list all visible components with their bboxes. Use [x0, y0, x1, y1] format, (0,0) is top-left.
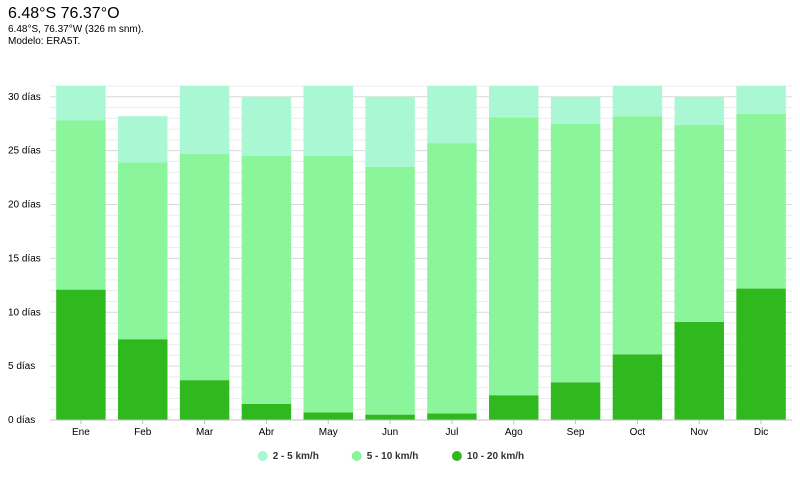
bar-segment: [179, 380, 230, 420]
y-tick-label: 30 días: [8, 92, 41, 103]
bar-segment: [427, 143, 477, 414]
bar-segment: [736, 114, 786, 289]
bars: [56, 86, 786, 420]
y-tick-label: 25 días: [8, 146, 41, 157]
legend-swatch: [351, 451, 362, 461]
bar-segment: [674, 96, 724, 125]
bar-segment: [56, 86, 106, 121]
y-tick-label: 15 días: [8, 253, 41, 264]
x-axis: Ene Feb Mar Abr May Jun Jul Ago Sep Oct Nov Dic: [50, 419, 792, 438]
legend-swatch: [257, 451, 268, 461]
bar-segment: [612, 86, 663, 117]
y-tick-label: 10 días: [8, 307, 41, 318]
legend: 2 - 5 km/h 5 - 10 km/h 10 - 20 km/h: [257, 451, 524, 462]
x-tick-label: May: [319, 427, 338, 438]
bar-segment: [736, 288, 786, 420]
chart-title: 6.48°S 76.37°O: [8, 5, 120, 22]
bar-segment: [550, 96, 601, 124]
x-tick-label: Abr: [259, 427, 275, 438]
bar-segment: [612, 116, 663, 355]
bar-segment: [179, 153, 230, 381]
location-subtitle: 6.48°S, 76.37°W (326 m snm).: [8, 24, 144, 35]
bar-segment: [56, 120, 106, 290]
legend-label[interactable]: 2 - 5 km/h: [273, 451, 319, 462]
x-tick-label: Ago: [505, 427, 523, 438]
grid-lines: [50, 85, 792, 421]
bar-segment: [303, 412, 353, 420]
bar-segment: [303, 156, 353, 413]
bar-segment: [365, 414, 415, 420]
bar-segment: [736, 86, 786, 115]
bar-segment: [118, 116, 168, 163]
y-tick-label: 5 días: [8, 361, 35, 372]
bar-segment: [303, 86, 353, 157]
x-tick-label: Nov: [690, 427, 708, 438]
bar-segment: [241, 403, 292, 420]
x-tick-label: Oct: [630, 427, 646, 438]
bar-segment: [612, 354, 663, 420]
bar-segment: [179, 86, 230, 154]
bar-segment: [118, 162, 168, 340]
bar-segment: [427, 413, 477, 420]
bar-segment: [241, 156, 292, 404]
y-tick-label: 0 días: [8, 415, 35, 426]
bar-segment: [241, 96, 292, 157]
bar-segment: [489, 86, 539, 118]
legend-label[interactable]: 5 - 10 km/h: [367, 451, 419, 462]
x-tick-label: Dic: [754, 427, 768, 438]
model-label: Modelo: ERA5T.: [8, 36, 81, 47]
legend-swatch: [451, 451, 462, 461]
bar-segment: [674, 124, 724, 322]
x-tick-label: Sep: [567, 427, 585, 438]
x-tick-label: Mar: [196, 427, 214, 438]
bar-segment: [674, 321, 724, 420]
x-tick-label: Feb: [134, 427, 152, 438]
x-tick-label: Ene: [72, 427, 90, 438]
bar-segment: [550, 382, 601, 420]
y-tick-label: 20 días: [8, 200, 41, 211]
bar-segment: [365, 96, 415, 167]
bar-segment: [550, 123, 601, 383]
x-tick-label: Jul: [446, 427, 459, 438]
bar-segment: [427, 86, 477, 144]
bar-segment: [56, 289, 106, 420]
x-tick-label: Jun: [382, 427, 398, 438]
chart-header: 6.48°S 76.37°O 6.48°S, 76.37°W (326 m sn…: [8, 4, 144, 48]
bar-segment: [365, 166, 415, 415]
y-axis: 0 días 5 días 10 días 15 días 20 días 25 días…: [8, 92, 41, 426]
bar-segment: [118, 339, 168, 420]
legend-label[interactable]: 10 - 20 km/h: [467, 451, 524, 462]
bar-segment: [489, 117, 539, 396]
bar-segment: [489, 395, 539, 420]
